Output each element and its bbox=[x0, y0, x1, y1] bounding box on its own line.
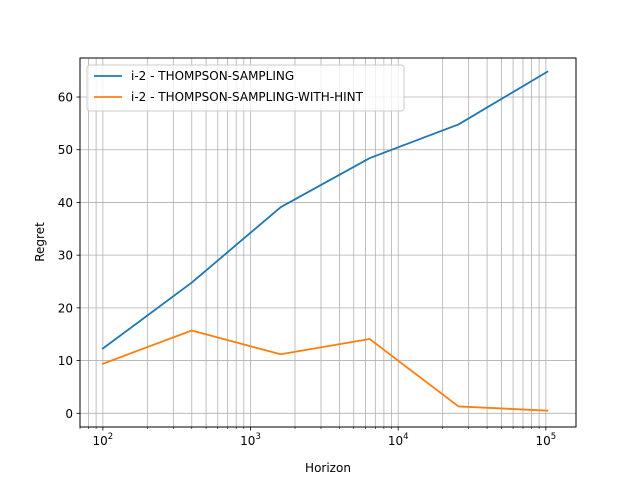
y-axis-label: Regret bbox=[33, 222, 47, 262]
x-tick-label: 103 bbox=[240, 432, 261, 448]
x-axis-label: Horizon bbox=[305, 461, 351, 475]
y-tick-label: 50 bbox=[58, 143, 73, 157]
legend-label-thompson-sampling-with-hint: i-2 - THOMPSON-SAMPLING-WITH-HINT bbox=[131, 90, 364, 104]
y-tick-label: 0 bbox=[65, 407, 73, 421]
y-tick-label: 20 bbox=[58, 301, 73, 315]
x-tick-label: 104 bbox=[388, 432, 409, 448]
x-tick-label: 102 bbox=[93, 432, 114, 448]
y-tick-label: 40 bbox=[58, 196, 73, 210]
series-line-0 bbox=[101, 70, 549, 350]
x-tick-label: 105 bbox=[536, 432, 557, 448]
axis-ticks: 102 103 104 105 0 10 20 30 40 50 60 bbox=[58, 91, 556, 448]
y-tick-label: 60 bbox=[58, 91, 73, 105]
y-tick-label: 10 bbox=[58, 354, 73, 368]
plot-frame bbox=[79, 57, 577, 428]
y-tick-label: 30 bbox=[58, 249, 73, 263]
legend: i-2 - THOMPSON-SAMPLING i-2 - THOMPSON-S… bbox=[86, 64, 405, 112]
series-lines bbox=[101, 70, 549, 412]
series-line-1 bbox=[101, 329, 549, 412]
legend-label-thompson-sampling: i-2 - THOMPSON-SAMPLING bbox=[131, 69, 294, 83]
grid bbox=[79, 58, 576, 427]
legend-box bbox=[86, 64, 405, 112]
